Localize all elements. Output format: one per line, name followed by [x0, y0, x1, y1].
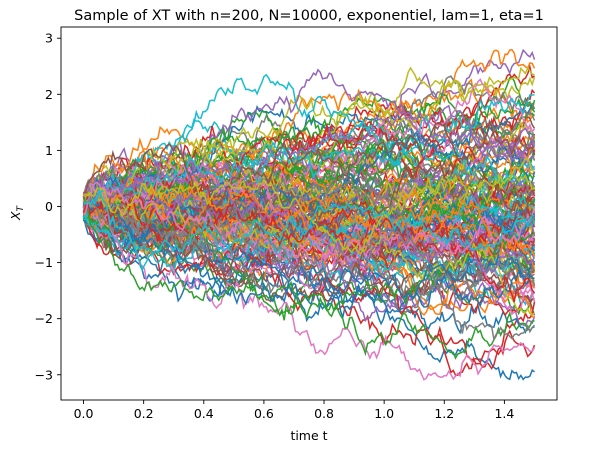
y-tick-label: −1 [35, 255, 53, 270]
series-path [83, 137, 536, 213]
series-path [83, 205, 536, 270]
series-path [82, 136, 536, 254]
series-path [82, 195, 535, 360]
x-axis: 0.0 0.2 0.4 0.6 0.8 1.0 1.2 1.4 [74, 400, 514, 421]
series-path [82, 68, 536, 209]
series-path [82, 165, 536, 251]
series-path [82, 181, 536, 264]
x-tick-label: 1.0 [374, 406, 394, 421]
series-path [82, 101, 536, 215]
series-path [82, 168, 535, 314]
x-axis-label: time t [290, 428, 327, 443]
x-tick-label: 0.0 [74, 406, 94, 421]
series-path [82, 176, 536, 285]
x-tick-label: 0.6 [254, 406, 274, 421]
series-path [83, 118, 536, 201]
series-path [83, 187, 535, 272]
series-path [83, 184, 536, 258]
series-path [83, 64, 535, 206]
y-tick-label: 0 [45, 199, 53, 214]
y-tick-label: −2 [35, 311, 53, 326]
y-tick-label: 1 [45, 143, 53, 158]
y-axis: −3 −2 −1 0 1 2 3 [35, 31, 61, 382]
plot-frame [60, 26, 558, 401]
y-tick-label: 3 [45, 31, 53, 46]
series-path [82, 200, 536, 320]
series-path [82, 184, 536, 314]
y-axis-label-main: X [8, 211, 23, 221]
series-path [82, 73, 535, 205]
series-path [82, 141, 536, 221]
y-tick-label: −3 [35, 367, 53, 382]
y-tick-label: 2 [45, 87, 53, 102]
series-path [82, 76, 536, 208]
series-path [83, 194, 536, 318]
x-tick-label: 0.2 [134, 406, 154, 421]
y-axis-label: XT [8, 204, 26, 221]
series-path [82, 199, 536, 381]
series-path [82, 196, 536, 342]
series-path [83, 157, 535, 255]
svg-text:XT: XT [8, 204, 26, 221]
x-tick-label: 1.4 [494, 406, 514, 421]
series-paths [82, 48, 536, 381]
x-tick-label: 1.2 [434, 406, 454, 421]
x-tick-label: 0.4 [194, 406, 214, 421]
x-tick-label: 0.8 [314, 406, 334, 421]
chart-title: Sample of XT with n=200, N=10000, expone… [74, 8, 544, 24]
y-axis-label-sub: T [16, 204, 26, 211]
